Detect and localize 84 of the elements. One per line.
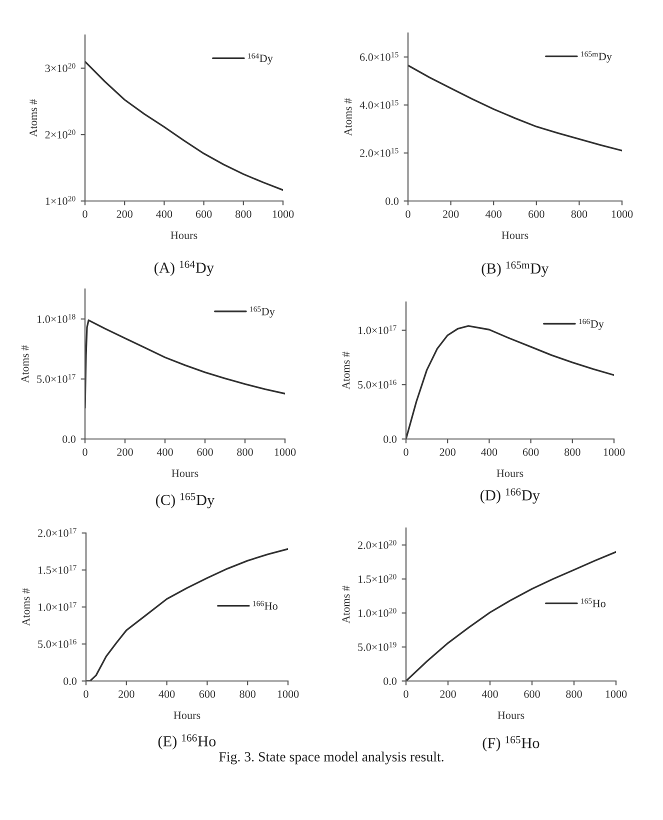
- x-tick-label: 1000: [274, 448, 296, 456]
- text: (A) $^{164}$Dy: [154, 260, 214, 276]
- x-tick-label: 200: [440, 690, 456, 698]
- y-tick-label: 0.0: [62, 435, 76, 444]
- x-tick-label: 400: [158, 690, 175, 698]
- y-tick-label: 1.5×10$^{17}$: [38, 565, 76, 574]
- x-tick-label: 400: [485, 210, 502, 218]
- y-tick-label: 1.0×10$^{20}$: [358, 608, 396, 617]
- x-tick-label: 1000: [612, 210, 633, 218]
- x-tick-label: 400: [482, 690, 498, 698]
- y-axis-title: Atoms #: [30, 99, 38, 137]
- x-tick-label: 800: [564, 448, 580, 456]
- x-tick-label: 800: [240, 690, 256, 698]
- y-tick-label: 0.0: [384, 677, 397, 686]
- x-tick-label: 800: [235, 210, 252, 218]
- y-tick-label: 0.0: [384, 435, 397, 444]
- x-tick-label: 200: [117, 448, 133, 456]
- y-tick-label: 2.0×10$^{15}$: [360, 148, 398, 157]
- x-tick-label: 400: [156, 448, 173, 456]
- y-axis-title: Atoms #: [344, 98, 352, 136]
- y-tick-label: 6.0×10$^{15}$: [360, 52, 398, 61]
- caption: Fig. 3. State space model analysis result.: [219, 752, 444, 764]
- y-axis-title: Atoms #: [342, 352, 350, 390]
- x-tick-label: 400: [156, 210, 172, 218]
- text: (C) $^{165}$Dy: [156, 493, 215, 508]
- x-axis-title: Hours: [170, 232, 198, 240]
- y-tick-label: 1.5×10$^{20}$: [358, 574, 396, 583]
- y-tick-label: 5.0×10$^{16}$: [358, 380, 396, 389]
- x-tick-label: 0: [84, 690, 88, 698]
- legend-label: $^{164}$Dy: [248, 53, 273, 64]
- y-tick-label: 1.0×10$^{17}$: [358, 325, 396, 334]
- y-tick-label: 1.0×10$^{18}$: [38, 314, 76, 323]
- x-tick-label: 1000: [278, 690, 299, 698]
- x-tick-label: 800: [566, 690, 582, 698]
- y-tick-label: 5.0×10$^{16}$: [38, 639, 76, 648]
- x-tick-label: 0: [82, 448, 88, 456]
- text: (F) $^{165}$Ho: [482, 736, 540, 752]
- legend-label: $^{165}$Dy: [250, 306, 275, 318]
- x-tick-label: 600: [196, 210, 212, 218]
- x-tick-label: 600: [528, 210, 544, 218]
- y-tick-label: 2×10$^{20}$: [45, 130, 76, 139]
- x-tick-label: 0: [406, 210, 410, 218]
- legend-label: $^{165m}$Dy: [581, 51, 612, 63]
- y-axis-title: Atoms #: [21, 345, 29, 383]
- x-axis-title: Hours: [496, 470, 524, 478]
- x-tick-label: 200: [118, 690, 134, 698]
- x-axis-title: Hours: [172, 470, 198, 478]
- y-tick-label: 2.0×10$^{17}$: [38, 528, 76, 537]
- x-tick-label: 1000: [606, 690, 627, 698]
- y-tick-label: 1.0×10$^{17}$: [38, 602, 76, 611]
- x-tick-label: 1000: [272, 210, 294, 218]
- x-tick-label: 600: [199, 690, 216, 698]
- legend-label: $^{166}$Ho: [253, 600, 278, 610]
- legend-label: $^{166}$Dy: [579, 318, 604, 330]
- x-axis-title: Hours: [498, 712, 524, 720]
- legend-label: $^{165}$Ho: [581, 598, 606, 608]
- y-tick-label: 3×10$^{20}$: [45, 63, 76, 72]
- x-tick-label: 800: [571, 210, 588, 218]
- x-axis-title: Hours: [174, 712, 200, 720]
- y-tick-label: 1×10$^{20}$: [46, 196, 76, 205]
- x-tick-label: 0: [404, 690, 408, 698]
- x-axis-title: Hours: [502, 232, 528, 240]
- y-axis-title: Atoms #: [22, 588, 30, 626]
- x-tick-label: 400: [481, 448, 498, 456]
- y-tick-label: 4.0×10$^{15}$: [360, 100, 398, 109]
- y-tick-label: 0.0: [386, 197, 399, 206]
- y-tick-label: 2.0×10$^{20}$: [358, 540, 396, 549]
- x-tick-label: 800: [237, 448, 253, 456]
- x-tick-label: 600: [522, 448, 539, 456]
- text: (D) $^{166}$Dy: [480, 488, 540, 504]
- y-axis-title: Atoms #: [342, 586, 350, 624]
- x-tick-label: 200: [440, 448, 456, 456]
- y-tick-label: 0.0: [64, 677, 77, 686]
- text: (B) $^{165m}$Dy: [482, 261, 549, 277]
- y-tick-label: 5.0×10$^{17}$: [37, 374, 76, 383]
- x-tick-label: 600: [524, 690, 540, 698]
- x-tick-label: 200: [116, 210, 133, 218]
- x-tick-label: 0: [404, 448, 408, 456]
- x-tick-label: 600: [197, 448, 213, 456]
- x-tick-label: 200: [442, 210, 459, 218]
- x-tick-label: 1000: [604, 448, 625, 456]
- x-tick-label: 0: [82, 210, 88, 218]
- y-tick-label: 5.0×10$^{19}$: [358, 642, 396, 651]
- text: (E) $^{166}$Ho: [158, 734, 216, 750]
